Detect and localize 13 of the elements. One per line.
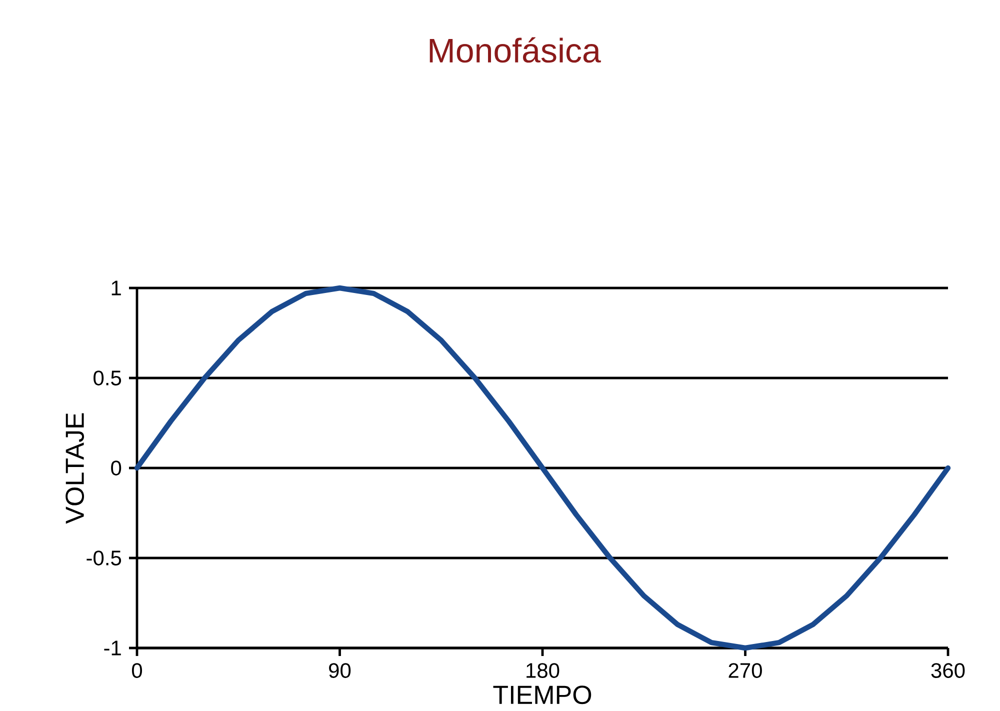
y-tick-label: -1 — [104, 640, 121, 656]
y-axis-title: VOLTAJE — [66, 413, 84, 524]
y-tick-label: 0 — [111, 460, 122, 476]
chart-title: Monofásica — [430, 37, 601, 63]
y-tick-label: -0.5 — [86, 550, 122, 566]
x-tick-label: 0 — [132, 663, 142, 678]
x-tick-label: 180 — [526, 663, 560, 678]
y-tick-label: 0.5 — [94, 370, 122, 386]
y-tick-label: 1 — [112, 280, 121, 296]
x-tick-label: 90 — [329, 663, 351, 678]
x-axis-title: TIEMPO — [493, 686, 592, 704]
x-tick-label: 270 — [728, 663, 762, 678]
x-tick-label: 360 — [931, 663, 965, 678]
